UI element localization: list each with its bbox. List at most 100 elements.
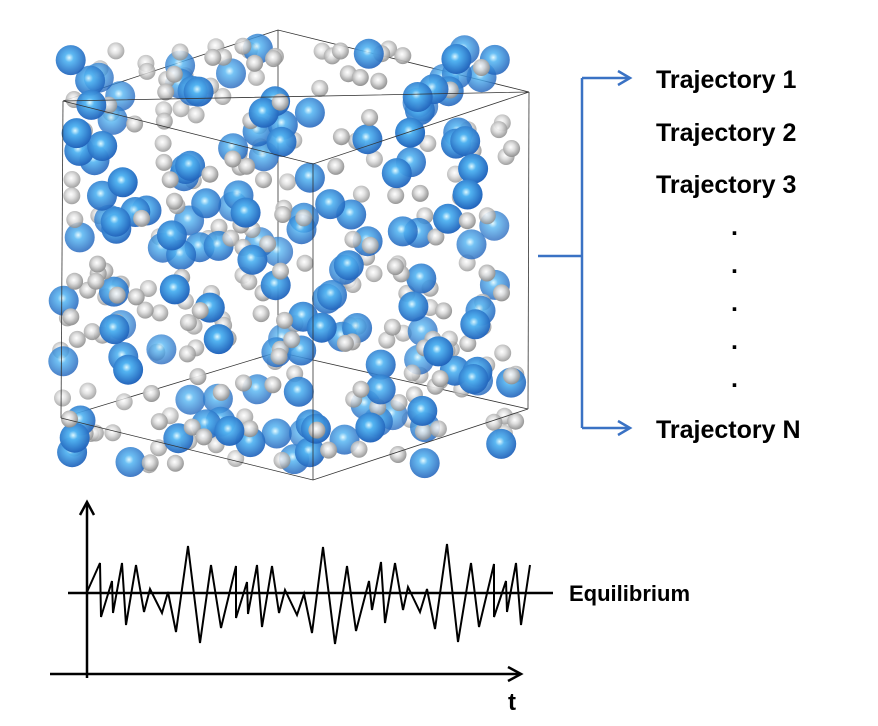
large-atom xyxy=(183,76,214,107)
large-atom xyxy=(55,45,86,76)
simulation-box xyxy=(48,29,530,481)
small-atom xyxy=(227,450,245,467)
large-atom xyxy=(353,38,384,69)
small-atom xyxy=(83,323,101,341)
small-atom xyxy=(365,265,383,283)
ellipsis-dot: . xyxy=(731,251,738,279)
small-atom xyxy=(187,106,205,124)
small-atom xyxy=(352,380,370,398)
small-atom xyxy=(403,364,421,382)
small-atom xyxy=(157,83,175,101)
equilibrium-label: Equilibrium xyxy=(569,581,690,606)
small-atom xyxy=(172,100,190,118)
large-atom xyxy=(203,324,234,355)
small-atom xyxy=(332,128,350,146)
small-atom xyxy=(241,420,259,438)
small-atom xyxy=(458,212,476,230)
small-atom xyxy=(141,454,159,472)
small-atom xyxy=(138,62,156,80)
atoms xyxy=(48,33,527,479)
small-atom xyxy=(107,42,125,60)
large-atom xyxy=(216,58,246,89)
trajectory-1: Trajectory 1 xyxy=(656,66,796,94)
small-atom xyxy=(383,318,401,336)
small-atom xyxy=(435,302,453,320)
large-atom xyxy=(248,97,279,128)
small-atom xyxy=(150,439,168,457)
small-atom xyxy=(61,410,78,428)
ellipsis-dot: . xyxy=(731,213,738,241)
large-atom xyxy=(175,384,206,415)
small-atom xyxy=(361,109,379,126)
small-atom xyxy=(431,370,449,388)
large-atom xyxy=(458,153,489,184)
small-atom xyxy=(276,311,293,329)
small-atom xyxy=(493,284,510,302)
small-atom xyxy=(191,302,209,320)
small-atom xyxy=(283,331,301,349)
large-atom xyxy=(266,126,297,157)
x-axis-label: t xyxy=(508,689,516,716)
small-atom xyxy=(66,272,84,290)
small-atom xyxy=(68,330,86,348)
small-atom xyxy=(361,236,379,254)
large-atom xyxy=(423,336,454,367)
small-atom xyxy=(224,150,242,168)
small-atom xyxy=(62,308,80,326)
large-atom xyxy=(261,418,292,449)
large-atom xyxy=(355,412,386,443)
large-atom xyxy=(237,244,268,275)
box-front-edges xyxy=(60,91,530,481)
arrow-bottom-head xyxy=(617,419,633,437)
fluctuation-signal xyxy=(86,543,531,645)
small-atom xyxy=(478,264,496,282)
large-atom xyxy=(59,422,90,453)
large-atom xyxy=(294,437,325,468)
large-atom xyxy=(48,346,79,377)
large-atom xyxy=(214,415,245,446)
small-atom xyxy=(155,153,173,171)
small-atom xyxy=(351,69,369,86)
large-atom xyxy=(107,167,138,198)
ellipsis-dot: . xyxy=(731,327,738,355)
small-atom xyxy=(259,235,277,253)
small-atom xyxy=(265,50,282,68)
large-atom xyxy=(381,158,412,189)
small-atom xyxy=(108,286,126,304)
small-atom xyxy=(414,423,432,441)
large-atom xyxy=(407,395,438,426)
small-atom xyxy=(386,258,404,276)
x-axis-arrowhead xyxy=(507,665,524,683)
trajectory-2: Trajectory 2 xyxy=(656,119,796,147)
small-atom xyxy=(143,385,160,402)
large-atom xyxy=(156,220,187,251)
large-atom xyxy=(317,280,347,310)
small-atom xyxy=(87,272,105,290)
large-atom xyxy=(450,126,481,157)
large-atom xyxy=(191,188,222,219)
small-atom xyxy=(133,209,151,227)
large-atom xyxy=(452,179,483,210)
large-atom xyxy=(456,229,487,260)
small-atom xyxy=(308,421,326,439)
large-atom xyxy=(306,312,337,343)
small-atom xyxy=(478,207,496,225)
small-atom xyxy=(270,347,288,365)
large-atom xyxy=(315,189,346,220)
small-atom xyxy=(178,345,196,363)
small-atom xyxy=(171,43,189,61)
ellipsis-dot: . xyxy=(731,365,738,393)
y-axis-arrowhead xyxy=(78,499,96,516)
small-atom xyxy=(165,65,183,83)
small-atom xyxy=(272,262,289,280)
large-atom xyxy=(441,44,472,74)
large-atom xyxy=(365,374,396,405)
small-atom xyxy=(212,383,230,401)
small-atom xyxy=(503,140,521,157)
small-atom xyxy=(311,79,329,97)
large-atom xyxy=(486,428,517,459)
large-atom xyxy=(175,150,206,181)
small-atom xyxy=(296,254,314,272)
arrow-top-head xyxy=(617,69,633,87)
small-atom xyxy=(127,288,145,306)
